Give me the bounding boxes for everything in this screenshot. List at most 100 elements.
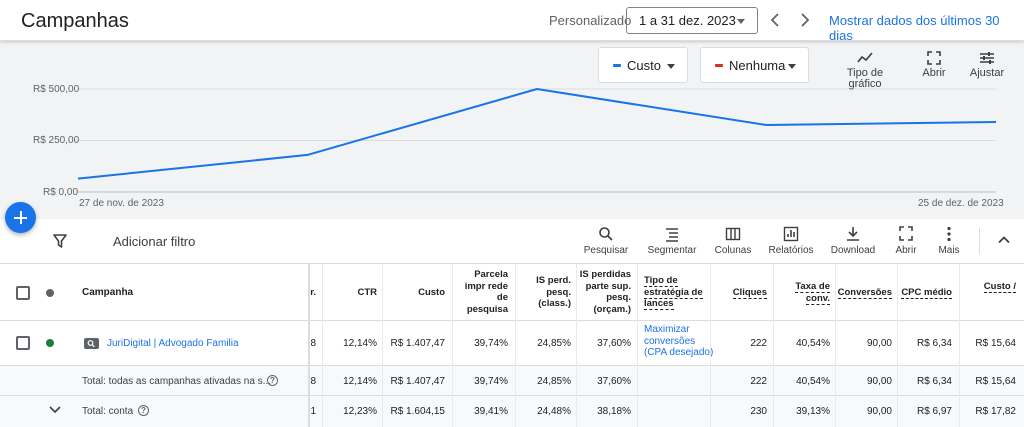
chart-expand-button[interactable]: Abrir: [918, 51, 950, 79]
table-row: JuriDigital | Advogado Familia 8 12,14% …: [0, 321, 1024, 366]
metric-color-swatch: [715, 64, 723, 67]
reports-icon: [783, 226, 799, 242]
column-divider: [710, 264, 711, 427]
metric-label: Custo: [627, 58, 661, 73]
cell-clicks: 222: [750, 376, 767, 387]
series-line-cost[interactable]: [77, 88, 997, 180]
row-checkbox[interactable]: [16, 336, 30, 350]
cell-truncated: 8: [310, 338, 316, 349]
status-enabled-icon[interactable]: [46, 339, 54, 347]
next-period-button[interactable]: [794, 9, 814, 31]
cell-is-lost-rank: 24,48%: [537, 406, 571, 417]
column-header-cost[interactable]: Custo: [418, 287, 445, 298]
cell-cost: R$ 1.604,15: [390, 406, 446, 417]
column-header-is-lost-top[interactable]: IS perdidas parte sup. pesq. (orçam.): [579, 269, 631, 315]
cell-conversions: 90,00: [866, 406, 892, 417]
cell-cost-per-conv: R$ 15,64: [975, 338, 1016, 349]
cell-impr-share: 39,41%: [474, 406, 508, 417]
tool-label: Colunas: [714, 245, 752, 256]
chevron-up-icon: [998, 236, 1010, 244]
columns-tool-button[interactable]: Colunas: [713, 226, 753, 256]
date-range-select[interactable]: 1 a 31 dez. 2023: [626, 7, 758, 34]
column-header-conversions[interactable]: Conversões: [836, 287, 892, 299]
cell-ctr: 12,14%: [343, 376, 377, 387]
column-header-bid-strategy[interactable]: Tipo de estratégia de lances: [644, 275, 704, 310]
column-divider: [515, 264, 516, 427]
cell-conv-rate: 39,13%: [796, 406, 830, 417]
download-tool-button[interactable]: Download: [828, 226, 878, 256]
column-header-label: Taxa de conv.: [795, 281, 830, 305]
dropdown-caret-icon: [788, 64, 796, 69]
more-tool-button[interactable]: Mais: [934, 226, 964, 256]
total-account-row: Total: conta ? 1 12,23% R$ 1.604,15 39,4…: [0, 396, 1024, 427]
more-icon: [947, 226, 951, 242]
cell-cost: R$ 1.407,47: [390, 338, 446, 349]
column-header-cost-per-conv[interactable]: Custo /: [966, 281, 1016, 293]
columns-icon: [725, 227, 741, 241]
column-header-avg-cpc[interactable]: CPC médio: [898, 287, 952, 299]
chart-type-button[interactable]: Tipo de gráfico: [842, 51, 888, 90]
tool-label: Download: [830, 245, 876, 256]
cell-truncated: 8: [310, 376, 316, 387]
cell-avg-cpc: R$ 6,34: [916, 376, 952, 387]
help-icon[interactable]: ?: [267, 375, 278, 386]
chart-adjust-button[interactable]: Ajustar: [966, 51, 1008, 79]
chart-tool-label: Tipo de gráfico: [846, 67, 884, 90]
segment-tool-button[interactable]: Segmentar: [646, 226, 698, 256]
expand-account-button[interactable]: [48, 404, 62, 419]
segment-icon: [666, 228, 678, 242]
total-row-label: Total: todas as campanhas ativadas na s.…: [82, 376, 271, 387]
column-divider: [382, 264, 383, 427]
last-30-days-link[interactable]: Mostrar dados dos últimos 30 dias: [829, 13, 1000, 43]
reports-tool-button[interactable]: Relatórios: [766, 226, 816, 256]
metric-select-primary[interactable]: Custo: [598, 47, 688, 83]
download-icon: [847, 227, 859, 241]
metric-select-secondary[interactable]: Nenhuma: [700, 47, 809, 83]
cell-conv-rate: 40,54%: [796, 338, 830, 349]
cell-is-lost-top: 37,60%: [597, 338, 631, 349]
column-header-impr-share[interactable]: Parcela impr rede de pesquisa: [464, 269, 508, 315]
search-icon: [599, 227, 613, 241]
cell-clicks: 230: [750, 406, 767, 417]
search-tool-button[interactable]: Pesquisar: [581, 226, 631, 256]
campaign-name-link[interactable]: JuriDigital | Advogado Familia: [107, 338, 239, 349]
bid-strategy-link[interactable]: Maximizar conversões (CPA desejado): [644, 324, 714, 358]
frozen-column-divider[interactable]: [308, 264, 310, 427]
performance-chart-panel: R$ 500,00 R$ 250,00 R$ 0,00 27 de nov. d…: [0, 41, 1024, 219]
tool-label: Abrir: [895, 245, 917, 256]
table-toolbar: Adicionar filtro Pesquisar Segmentar Col…: [0, 219, 1024, 264]
column-header-clicks[interactable]: Cliques: [715, 287, 767, 299]
column-header-truncated[interactable]: r.: [310, 287, 316, 298]
filter-button[interactable]: [53, 234, 67, 253]
x-tick-label: 27 de nov. de 2023: [79, 198, 164, 209]
chevron-right-icon: [801, 13, 810, 27]
expand-table-button[interactable]: Abrir: [891, 226, 921, 256]
collapse-toolbar-button[interactable]: [997, 233, 1011, 252]
tool-label: Mais: [938, 245, 960, 256]
previous-period-button[interactable]: [766, 9, 786, 31]
metric-label: Nenhuma: [729, 58, 786, 73]
expand-icon: [899, 226, 913, 241]
chevron-left-icon: [770, 13, 779, 27]
cell-is-lost-rank: 24,85%: [537, 338, 571, 349]
create-campaign-fab[interactable]: [5, 202, 36, 233]
date-range-value: 1 a 31 dez. 2023: [639, 13, 736, 28]
column-header-ctr[interactable]: CTR: [357, 287, 377, 298]
help-icon[interactable]: ?: [138, 405, 149, 416]
campaigns-table: Campanha r. CTR Custo Parcela impr rede …: [0, 264, 1024, 427]
column-header-conv-rate[interactable]: Taxa de conv.: [780, 281, 830, 305]
cell-is-lost-top: 37,60%: [597, 376, 631, 387]
tool-label: Segmentar: [647, 245, 697, 256]
total-enabled-row: Total: todas as campanhas ativadas na s.…: [0, 366, 1024, 396]
column-divider: [773, 264, 774, 427]
select-all-checkbox[interactable]: [16, 286, 30, 300]
column-header-campaign[interactable]: Campanha: [82, 287, 134, 298]
cell-ctr: 12,14%: [343, 338, 377, 349]
y-tick-label: R$ 250,00: [33, 135, 80, 146]
tune-icon: [980, 52, 994, 64]
column-header-is-lost-rank[interactable]: IS perd. pesq. (class.): [536, 275, 571, 309]
add-filter-button[interactable]: Adicionar filtro: [113, 234, 196, 249]
dropdown-caret-icon: [737, 19, 745, 24]
toolbar-divider: [979, 228, 980, 254]
status-header-icon: [46, 289, 54, 297]
